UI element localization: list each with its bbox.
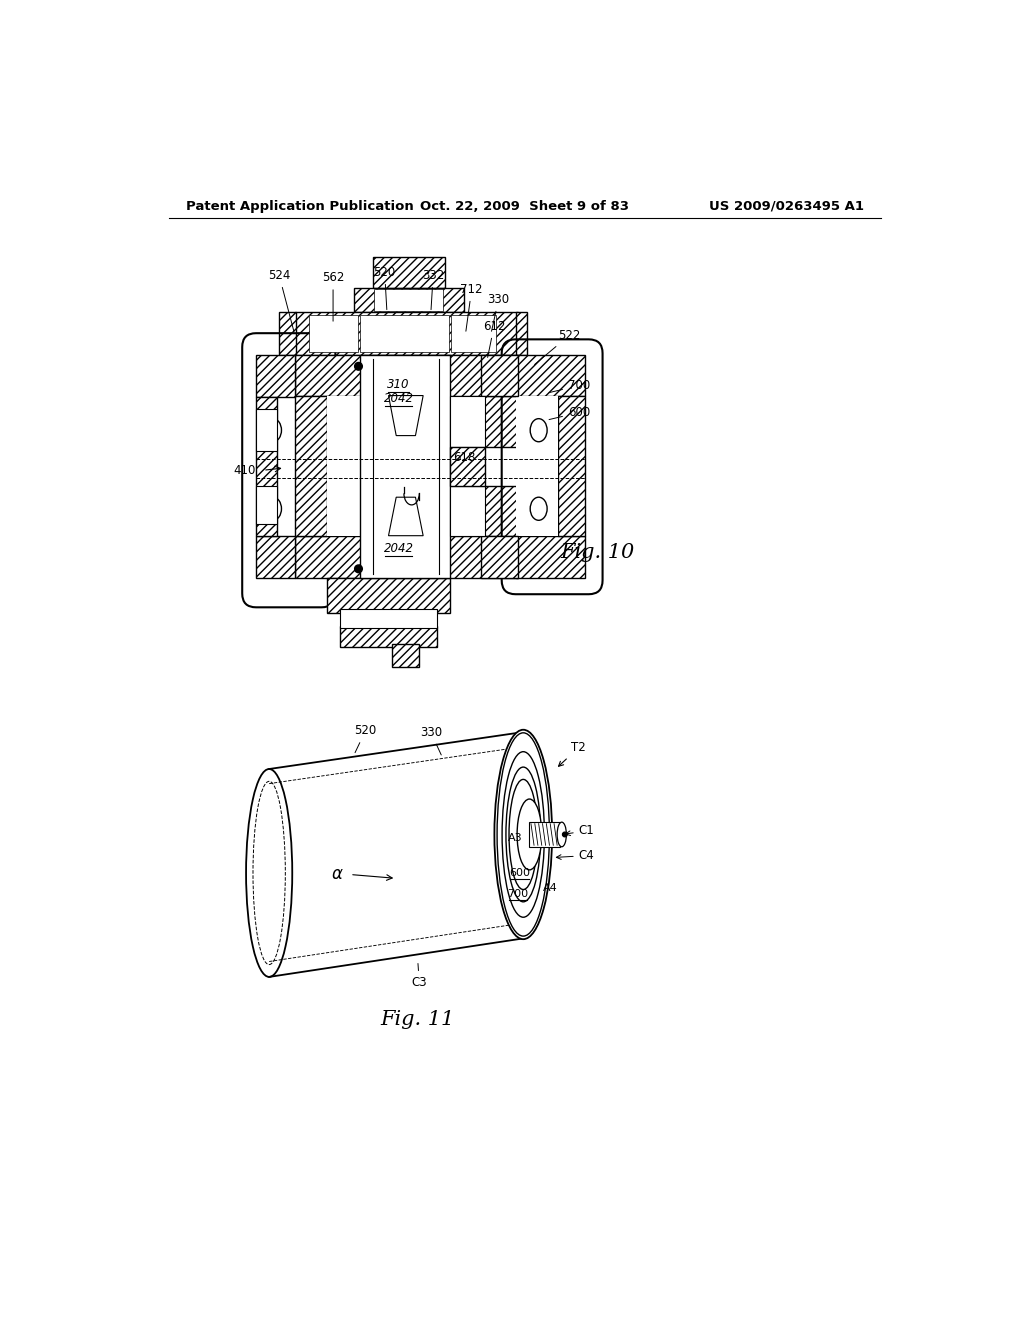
Text: 310: 310	[387, 378, 410, 391]
Bar	[295, 313, 518, 355]
Bar	[529, 822, 560, 847]
Text: 600: 600	[509, 869, 529, 878]
Ellipse shape	[264, 498, 282, 520]
Bar	[515, 355, 585, 396]
Bar	[340, 626, 437, 647]
Bar	[295, 355, 518, 396]
Ellipse shape	[246, 770, 292, 977]
Text: Oct. 22, 2009  Sheet 9 of 83: Oct. 22, 2009 Sheet 9 of 83	[420, 199, 630, 213]
Bar	[354, 288, 464, 313]
Text: $\alpha$: $\alpha$	[331, 866, 343, 883]
Text: 612: 612	[482, 319, 505, 358]
Ellipse shape	[557, 822, 566, 847]
Bar	[515, 536, 585, 578]
Ellipse shape	[530, 418, 547, 442]
Text: 618: 618	[453, 450, 475, 463]
Bar	[360, 355, 451, 578]
Bar	[451, 447, 484, 486]
Bar	[256, 409, 276, 451]
Bar	[392, 644, 419, 667]
Bar	[481, 355, 518, 396]
Text: T2: T2	[558, 742, 586, 767]
Circle shape	[354, 363, 362, 370]
Text: 700: 700	[549, 379, 590, 392]
Bar	[256, 397, 276, 536]
Text: 562: 562	[322, 271, 344, 321]
Bar	[256, 536, 295, 578]
Text: 700: 700	[507, 890, 528, 899]
Bar	[280, 313, 296, 355]
Text: C4: C4	[556, 849, 595, 862]
Bar	[451, 396, 484, 447]
Bar	[340, 609, 437, 628]
Text: A3: A3	[508, 833, 523, 842]
Bar	[360, 315, 449, 352]
Ellipse shape	[502, 751, 545, 917]
Bar	[515, 313, 527, 355]
Text: 2042: 2042	[384, 543, 414, 554]
Bar	[481, 536, 518, 578]
Bar	[295, 536, 518, 578]
Text: 332: 332	[422, 269, 444, 310]
Text: 330: 330	[487, 293, 510, 331]
Polygon shape	[388, 498, 423, 536]
Circle shape	[562, 832, 567, 837]
Bar	[451, 315, 497, 352]
Ellipse shape	[506, 767, 541, 902]
Bar	[327, 396, 481, 536]
Text: 522: 522	[535, 329, 581, 364]
Text: Fig. 11: Fig. 11	[381, 1010, 455, 1028]
Text: 520: 520	[374, 265, 396, 310]
Text: C3: C3	[412, 964, 427, 989]
Text: 410: 410	[232, 463, 255, 477]
Ellipse shape	[264, 418, 282, 442]
Ellipse shape	[530, 498, 547, 520]
Bar	[481, 486, 518, 536]
Bar	[309, 315, 357, 352]
Ellipse shape	[495, 730, 552, 940]
Text: 600: 600	[549, 407, 590, 420]
Text: US 2009/0263495 A1: US 2009/0263495 A1	[709, 199, 863, 213]
Bar	[481, 396, 518, 447]
Text: 520: 520	[354, 725, 377, 752]
Text: A4: A4	[543, 883, 557, 894]
Bar	[373, 257, 444, 288]
Bar	[327, 578, 451, 612]
Text: 2042: 2042	[384, 392, 414, 405]
Polygon shape	[388, 396, 423, 436]
Text: Patent Application Publication: Patent Application Publication	[186, 199, 414, 213]
Bar	[515, 396, 558, 536]
Text: Fig. 10: Fig. 10	[560, 543, 635, 562]
Bar	[558, 396, 585, 536]
Text: 330: 330	[420, 726, 442, 755]
Ellipse shape	[517, 799, 542, 870]
Circle shape	[354, 565, 362, 573]
Text: 524: 524	[268, 269, 294, 331]
Bar	[256, 486, 276, 524]
Text: 712: 712	[461, 282, 483, 331]
Bar	[256, 355, 295, 397]
Bar	[295, 396, 327, 536]
Bar	[374, 289, 443, 312]
Text: C1: C1	[565, 825, 595, 837]
Bar	[451, 486, 484, 536]
Ellipse shape	[509, 779, 538, 890]
